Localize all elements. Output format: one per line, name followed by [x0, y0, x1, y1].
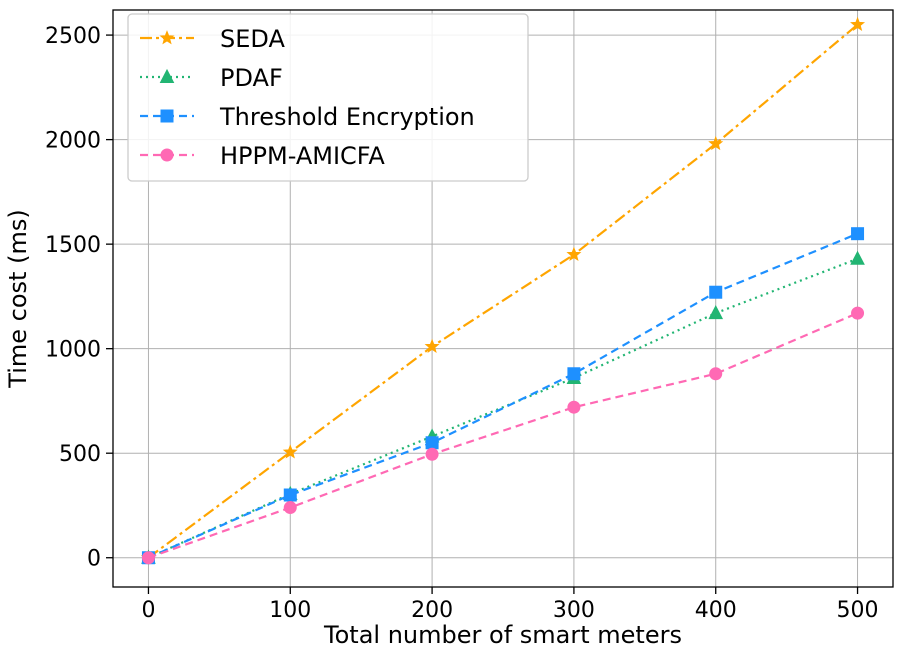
legend-label: SEDA	[220, 25, 285, 53]
data-point	[850, 250, 865, 265]
x-tick-label: 100	[269, 598, 311, 623]
data-point	[567, 367, 581, 381]
y-tick-label: 0	[87, 547, 101, 572]
plot-frame	[112, 9, 894, 588]
y-tick-label: 500	[59, 442, 101, 467]
y-tick-label: 2500	[45, 24, 101, 49]
series-lines	[140, 16, 866, 565]
legend-label: PDAF	[220, 64, 283, 92]
data-point	[709, 367, 723, 381]
data-point	[425, 447, 439, 461]
legend: SEDA PDAF Threshold Encryption HPPM-AMICFA	[127, 13, 529, 182]
data-point	[424, 338, 440, 353]
legend-box	[127, 13, 529, 182]
data-point	[708, 305, 724, 320]
data-point	[282, 444, 298, 459]
y-tick-label: 1500	[45, 233, 101, 258]
legend-item: Threshold Encryption	[140, 103, 475, 131]
series-line	[148, 257, 858, 559]
data-point	[141, 551, 155, 565]
data-point	[566, 246, 582, 261]
data-point	[709, 285, 723, 299]
legend-marker	[159, 68, 175, 83]
x-tick-label: 400	[695, 598, 737, 623]
data-point	[851, 306, 865, 320]
data-point	[283, 488, 297, 502]
x-tick-label: 300	[553, 598, 595, 623]
series-threshold-encryption	[141, 227, 865, 565]
axis-ticks: 0 100 200 300 400 500 0 500 1000 1500 2000 2500	[45, 24, 879, 623]
data-point	[851, 227, 865, 241]
legend-label: HPPM-AMICFA	[220, 142, 385, 170]
x-tick-label: 200	[411, 598, 453, 623]
data-point	[283, 501, 297, 515]
series-line	[147, 23, 859, 559]
data-point	[567, 400, 581, 414]
data-point	[708, 135, 724, 151]
series-line	[148, 312, 858, 559]
data-point	[850, 16, 866, 32]
x-axis-title: Total number of smart meters	[323, 621, 682, 649]
x-tick-label: 0	[141, 598, 155, 623]
legend-marker	[160, 148, 174, 162]
y-tick-label: 2000	[45, 129, 101, 154]
series-pdaf	[141, 250, 865, 564]
series-line	[148, 232, 858, 559]
legend-label: Threshold Encryption	[219, 103, 475, 131]
x-tick-label: 500	[837, 598, 879, 623]
series-hppm-amicfa	[141, 306, 865, 565]
legend-marker	[159, 30, 175, 45]
data-point	[425, 436, 439, 450]
legend-item: PDAF	[140, 64, 283, 92]
legend-marker	[160, 109, 174, 123]
legend-item: SEDA	[140, 25, 285, 53]
legend-item: HPPM-AMICFA	[140, 142, 385, 170]
y-axis-title: Time cost (ms)	[4, 209, 32, 388]
y-tick-label: 1000	[45, 338, 101, 363]
